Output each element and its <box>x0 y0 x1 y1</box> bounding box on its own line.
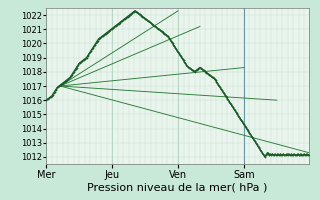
X-axis label: Pression niveau de la mer( hPa ): Pression niveau de la mer( hPa ) <box>87 182 268 192</box>
